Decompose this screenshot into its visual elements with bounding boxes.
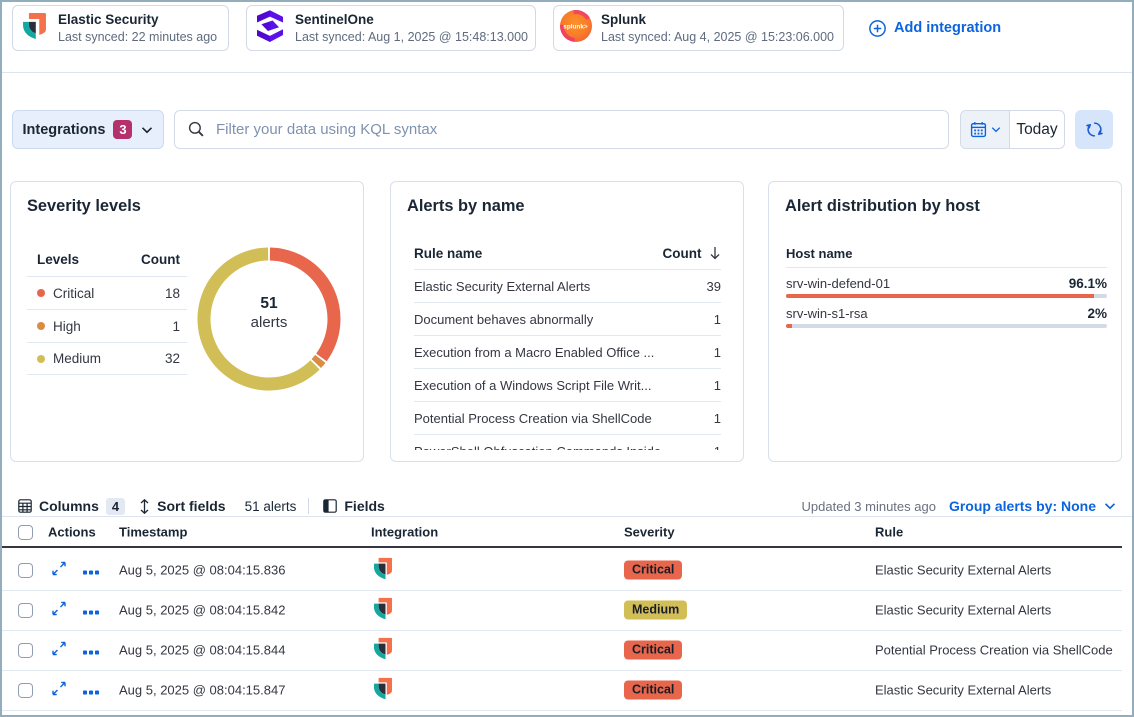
svg-text:splunk>: splunk>: [563, 23, 588, 30]
